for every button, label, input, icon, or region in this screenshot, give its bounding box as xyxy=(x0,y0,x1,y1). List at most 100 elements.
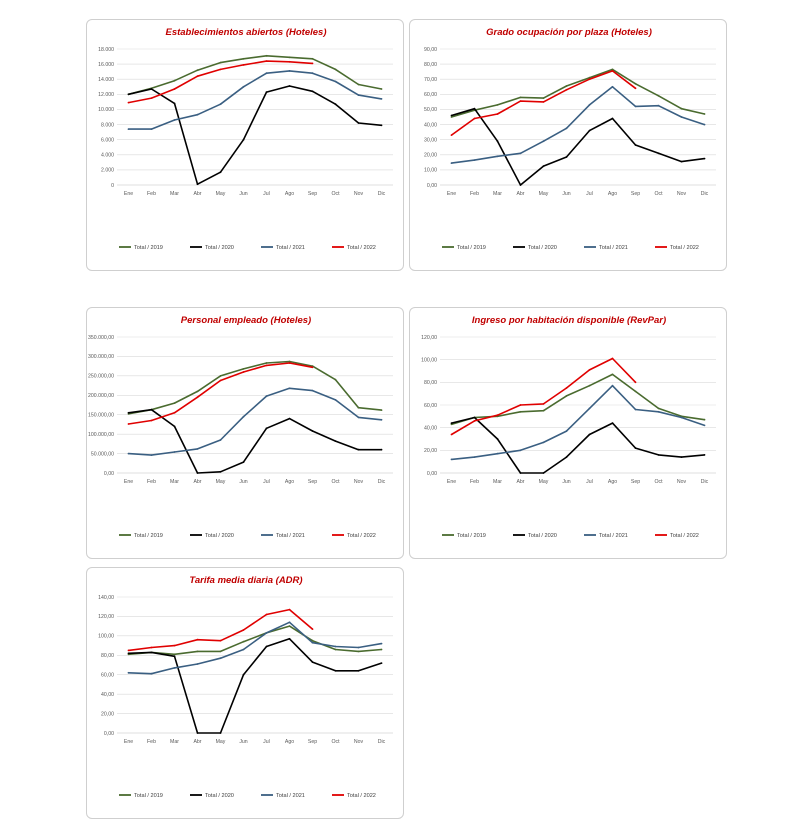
data-point-2021 xyxy=(288,387,291,390)
data-point-2020 xyxy=(519,472,522,474)
data-point-2021 xyxy=(311,641,314,644)
x-tick-label: Oct xyxy=(654,191,663,197)
y-tick-label: 40,00 xyxy=(424,122,437,128)
data-point-2020 xyxy=(288,417,291,420)
data-point-2019 xyxy=(219,375,222,377)
y-tick-label: 90,00 xyxy=(424,47,437,53)
data-point-2019 xyxy=(542,97,545,99)
y-tick-label: 80,00 xyxy=(424,380,437,386)
x-tick-label: Nov xyxy=(677,479,687,485)
data-point-2021 xyxy=(703,123,706,126)
series-line-2019 xyxy=(128,54,382,96)
data-point-2021 xyxy=(219,657,222,660)
series-line-2022 xyxy=(451,70,636,136)
chart-svg: Tarifa media diaria (ADR) 0,00 20,00 40,00 6… xyxy=(98,575,393,799)
data-point-2020 xyxy=(242,461,245,463)
series-line-2019 xyxy=(128,625,382,656)
x-tick-label: Oct xyxy=(654,479,663,485)
y-tick-label: 60,00 xyxy=(424,403,437,409)
x-tick-label: Oct xyxy=(331,739,340,745)
data-point-2020 xyxy=(150,88,153,90)
data-point-2020 xyxy=(127,411,130,414)
data-point-2021 xyxy=(127,671,130,674)
y-tick-label: 60,00 xyxy=(424,92,437,98)
x-tick-label: May xyxy=(216,191,226,197)
data-point-2021 xyxy=(680,116,683,118)
x-tick-label: Jun xyxy=(239,739,247,745)
data-point-2020 xyxy=(450,422,453,424)
data-point-2019 xyxy=(611,373,614,376)
data-point-2020 xyxy=(242,138,245,141)
x-tick-label: Feb xyxy=(147,191,156,197)
y-tick-label: 20,00 xyxy=(424,153,437,159)
y-tick-label: 300.000,00 xyxy=(88,354,114,360)
data-point-2020 xyxy=(380,448,383,451)
data-point-2021 xyxy=(334,645,337,648)
data-point-2021 xyxy=(173,119,176,121)
data-point-2021 xyxy=(150,128,153,130)
data-point-2020 xyxy=(242,673,245,676)
data-point-2020 xyxy=(565,456,568,458)
x-tick-label: Mar xyxy=(493,191,502,197)
x-tick-label: Mar xyxy=(170,739,179,745)
x-tick-label: Jul xyxy=(263,479,270,485)
y-tick-label: 60,00 xyxy=(101,673,114,679)
data-point-2021 xyxy=(357,94,360,96)
data-point-2021 xyxy=(450,458,453,461)
legend-label-2019: Total / 2019 xyxy=(457,533,486,539)
legend-label-2022: Total / 2022 xyxy=(347,245,376,251)
x-tick-label: Nov xyxy=(354,479,364,485)
data-point-2022 xyxy=(219,379,222,382)
data-point-2020 xyxy=(334,440,337,442)
data-point-2022 xyxy=(127,649,130,652)
chart-panel-grado-ocupacion: Grado ocupación por plaza (Hoteles) 0,00 1… xyxy=(409,19,727,271)
data-point-2022 xyxy=(565,387,568,389)
y-tick-label: 10.000 xyxy=(98,107,114,113)
data-point-2020 xyxy=(265,427,268,430)
y-tick-label: 200.000,00 xyxy=(88,393,114,399)
data-point-2021 xyxy=(127,128,130,130)
legend-label-2019: Total / 2019 xyxy=(457,245,486,251)
legend-label-2021: Total / 2021 xyxy=(276,245,305,251)
data-point-2021 xyxy=(219,439,222,441)
y-tick-label: 50.000,00 xyxy=(91,451,114,457)
data-point-2019 xyxy=(334,378,337,381)
data-point-2021 xyxy=(519,152,522,155)
data-point-2021 xyxy=(380,642,383,645)
y-tick-label: 50,00 xyxy=(424,107,437,113)
y-tick-label: 0,00 xyxy=(427,471,437,477)
data-point-2021 xyxy=(265,632,268,634)
data-point-2019 xyxy=(357,650,360,653)
data-point-2020 xyxy=(173,425,176,428)
data-point-2020 xyxy=(496,140,499,143)
x-tick-label: Jul xyxy=(586,479,593,485)
data-point-2021 xyxy=(357,646,360,649)
x-tick-label: Mar xyxy=(170,191,179,197)
data-point-2019 xyxy=(450,116,453,118)
data-point-2019 xyxy=(265,54,268,57)
data-point-2020 xyxy=(288,85,291,87)
data-point-2021 xyxy=(634,105,637,108)
data-point-2022 xyxy=(265,60,268,62)
data-point-2020 xyxy=(219,470,222,473)
y-tick-label: 16.000 xyxy=(98,62,114,68)
data-point-2022 xyxy=(242,64,245,66)
series-line-2020 xyxy=(128,85,382,185)
data-point-2019 xyxy=(380,409,383,411)
data-point-2020 xyxy=(173,102,176,105)
series-line-2021 xyxy=(128,70,382,130)
x-tick-label: Ene xyxy=(447,479,456,485)
chart-title: Ingreso por habitación disponible (RevPa… xyxy=(472,315,666,326)
series-line-2022 xyxy=(128,608,314,652)
data-point-2021 xyxy=(242,648,245,651)
data-point-2019 xyxy=(311,57,314,60)
data-point-2021 xyxy=(450,162,453,165)
data-point-2020 xyxy=(357,122,360,124)
x-tick-label: May xyxy=(539,479,549,485)
data-point-2021 xyxy=(242,415,245,418)
data-point-2020 xyxy=(334,103,337,106)
data-point-2021 xyxy=(311,72,314,75)
data-point-2019 xyxy=(173,653,176,656)
data-point-2022 xyxy=(311,628,314,630)
x-tick-label: Feb xyxy=(470,191,479,197)
